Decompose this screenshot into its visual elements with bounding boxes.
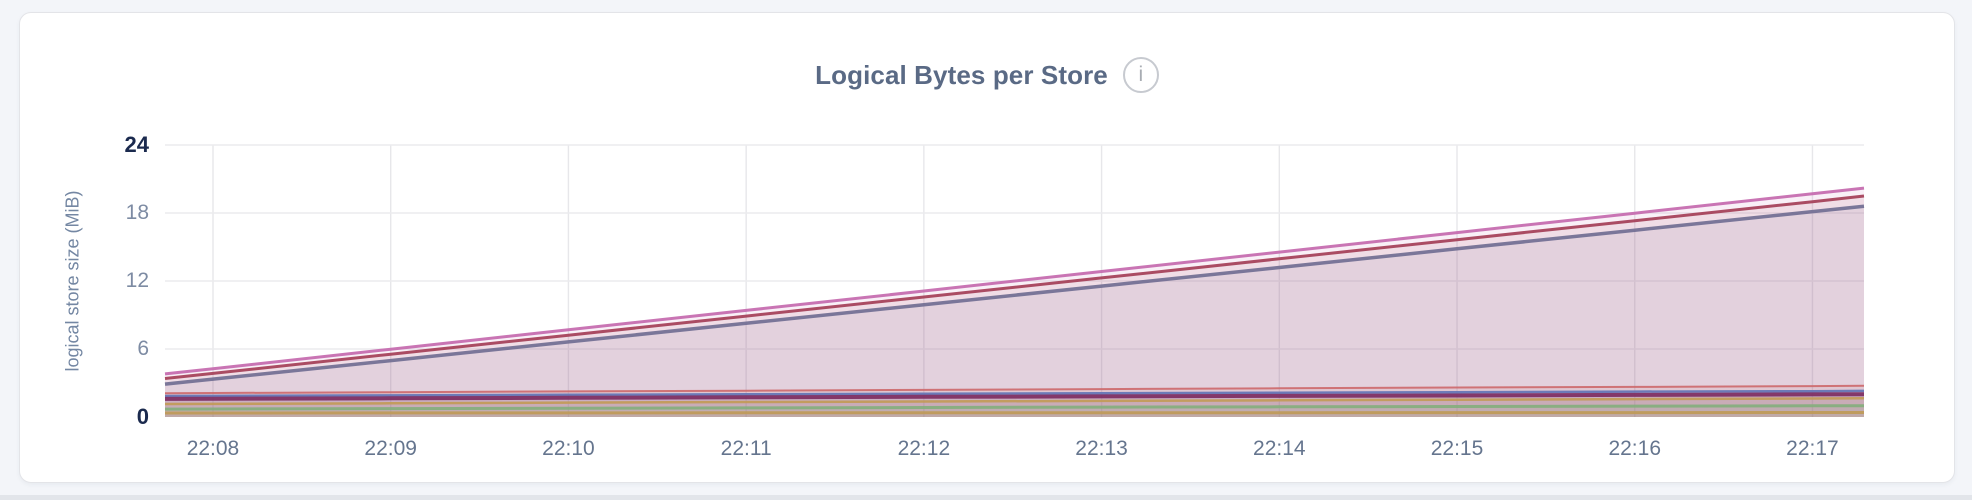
series-area (165, 188, 1864, 417)
chart-title: Logical Bytes per Store (815, 59, 1108, 90)
next-card-edge (0, 495, 1972, 500)
y-tick-label: 0 (136, 404, 149, 429)
x-tick-label: 22:16 (1608, 437, 1662, 460)
series-line[interactable] (164, 186, 1865, 376)
x-tick-label: 22:10 (542, 437, 595, 460)
x-tick-label: 22:11 (720, 437, 772, 460)
chart-header: Logical Bytes per Store i (20, 55, 1954, 95)
series-line[interactable] (164, 404, 1865, 411)
chart-svg (164, 144, 1865, 417)
series-line[interactable] (164, 194, 1865, 380)
series-line[interactable] (165, 411, 1864, 415)
plot-area[interactable] (164, 144, 1865, 417)
info-icon[interactable]: i (1122, 57, 1159, 93)
y-tick-label: 12 (125, 269, 149, 292)
series-line[interactable] (164, 204, 1865, 386)
x-tick-label: 22:12 (897, 437, 951, 460)
x-tick-label: 22:08 (186, 437, 240, 460)
series-line[interactable] (164, 392, 1865, 401)
series-area (165, 206, 1864, 417)
x-tick-label: 22:09 (364, 437, 417, 460)
y-tick-label: 18 (125, 201, 149, 224)
series-line[interactable] (164, 397, 1865, 406)
x-tick-label: 22:17 (1786, 437, 1839, 460)
x-tick-label: 22:14 (1253, 437, 1306, 460)
y-tick-label: 6 (137, 337, 149, 360)
series-line[interactable] (164, 389, 1865, 398)
x-tick-label: 22:15 (1430, 437, 1484, 460)
y-tick-label: 24 (124, 132, 149, 157)
chart-card: Logical Bytes per Store i logical store … (19, 12, 1955, 483)
x-tick-label: 22:13 (1075, 437, 1128, 460)
series-line[interactable] (164, 384, 1865, 395)
